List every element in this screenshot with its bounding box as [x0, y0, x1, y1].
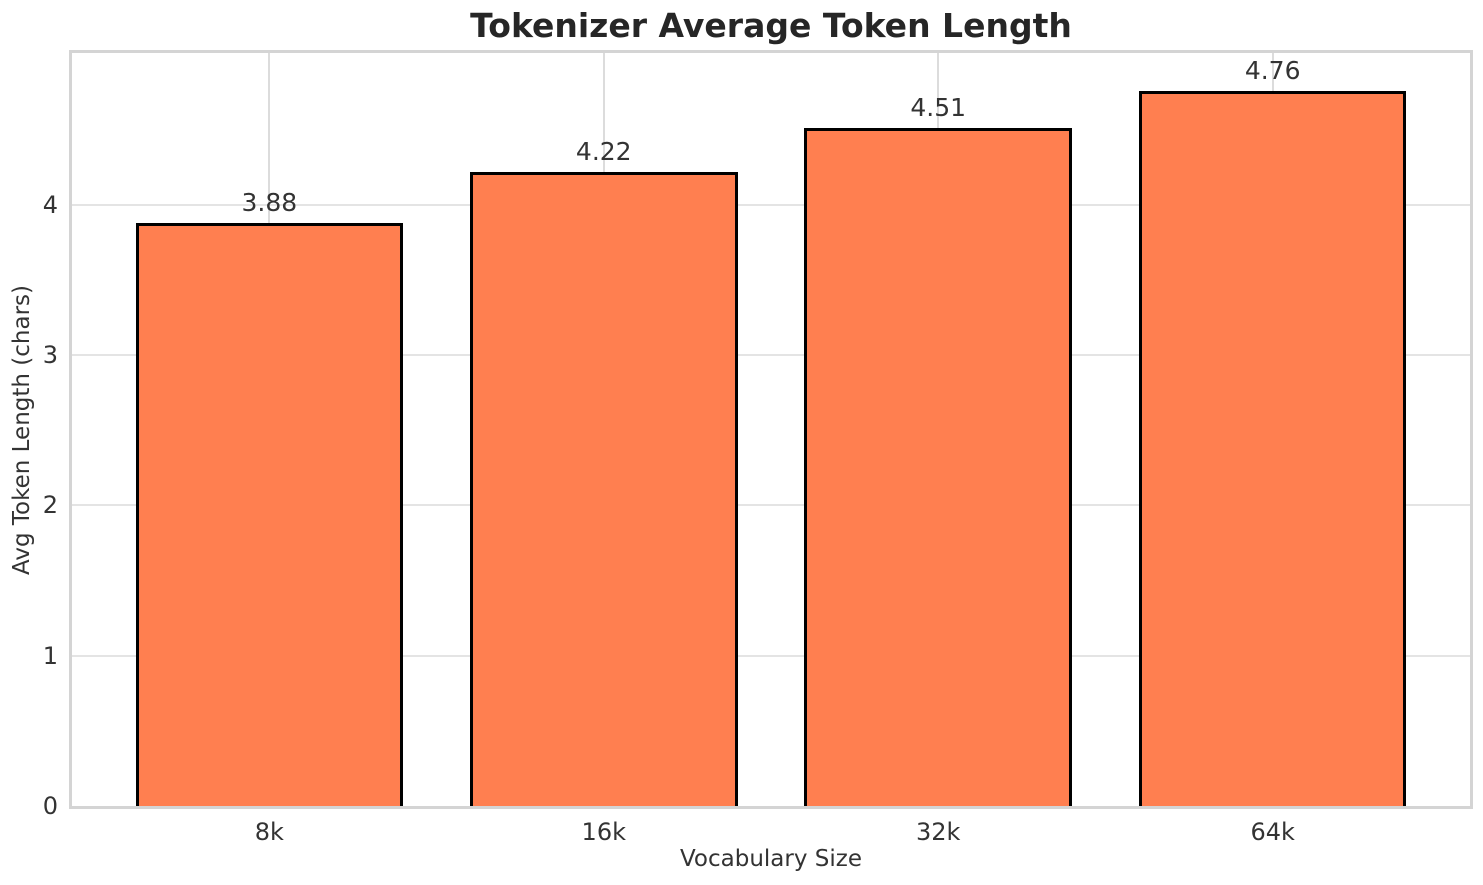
chart-title: Tokenizer Average Token Length [470, 6, 1072, 45]
bar-16k [469, 171, 738, 806]
bar-value-label: 3.88 [241, 187, 298, 217]
y-tick-label: 4 [42, 190, 58, 219]
bar-value-label: 4.51 [910, 93, 967, 123]
plot-area: 3.88 4.22 4.51 4.76 [69, 50, 1473, 809]
h-gridline [72, 654, 1470, 657]
x-tick-label: 8k [254, 818, 284, 846]
x-axis-label: Vocabulary Size [679, 846, 862, 872]
y-tick-label: 2 [42, 491, 58, 520]
bar-32k [804, 128, 1072, 806]
x-tick-label: 16k [581, 818, 626, 846]
bar-64k [1138, 90, 1407, 806]
bar-value-label: 4.76 [1244, 55, 1301, 85]
h-gridline [72, 354, 1470, 357]
x-tick-label: 64k [1250, 818, 1295, 846]
h-gridline [72, 504, 1470, 507]
bar-value-label: 4.22 [575, 136, 632, 166]
y-axis-label: Avg Token Length (chars) [9, 284, 35, 576]
y-tick-label: 1 [42, 641, 58, 670]
x-tick-label: 32k [916, 818, 961, 846]
y-tick-label: 3 [42, 341, 58, 370]
bar-8k [135, 222, 404, 806]
y-tick-label: 0 [42, 792, 58, 820]
h-gridline [72, 203, 1470, 206]
